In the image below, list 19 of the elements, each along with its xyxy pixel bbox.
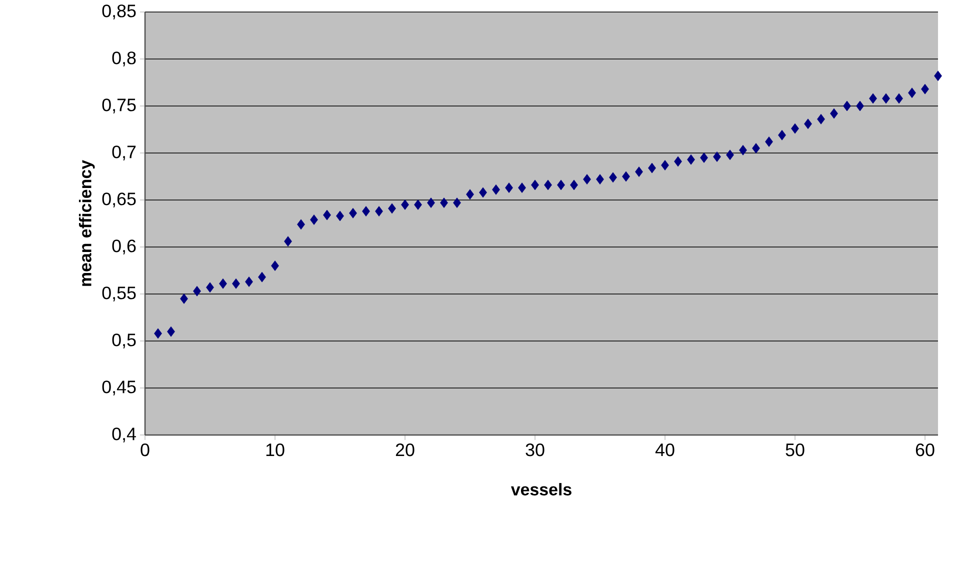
y-tick-label: 0,4 bbox=[112, 428, 136, 442]
y-tick-label: 0,65 bbox=[102, 192, 136, 208]
x-tick-label: 40 bbox=[655, 443, 674, 456]
y-tick-label: 0,8 bbox=[112, 52, 136, 66]
x-tick-label: 20 bbox=[396, 443, 414, 456]
y-tick-label: 0,55 bbox=[102, 286, 136, 302]
x-tick-label: 50 bbox=[786, 443, 804, 456]
x-tick-label: 60 bbox=[916, 443, 934, 456]
y-tick-label: 0,5 bbox=[112, 334, 136, 348]
x-axis-title: vessels bbox=[510, 483, 572, 496]
y-tick-label: 0,6 bbox=[112, 240, 136, 254]
x-tick-label: 10 bbox=[266, 443, 284, 456]
y-tick-label: 0,75 bbox=[102, 98, 136, 114]
y-tick-label: 0,7 bbox=[112, 146, 136, 160]
x-tick-label: 30 bbox=[526, 443, 544, 456]
y-axis-title: mean efficiency bbox=[78, 160, 95, 286]
y-tick-label: 0,85 bbox=[102, 4, 136, 20]
y-tick-label: 0,45 bbox=[102, 380, 136, 396]
x-tick-label: 0 bbox=[140, 443, 150, 456]
